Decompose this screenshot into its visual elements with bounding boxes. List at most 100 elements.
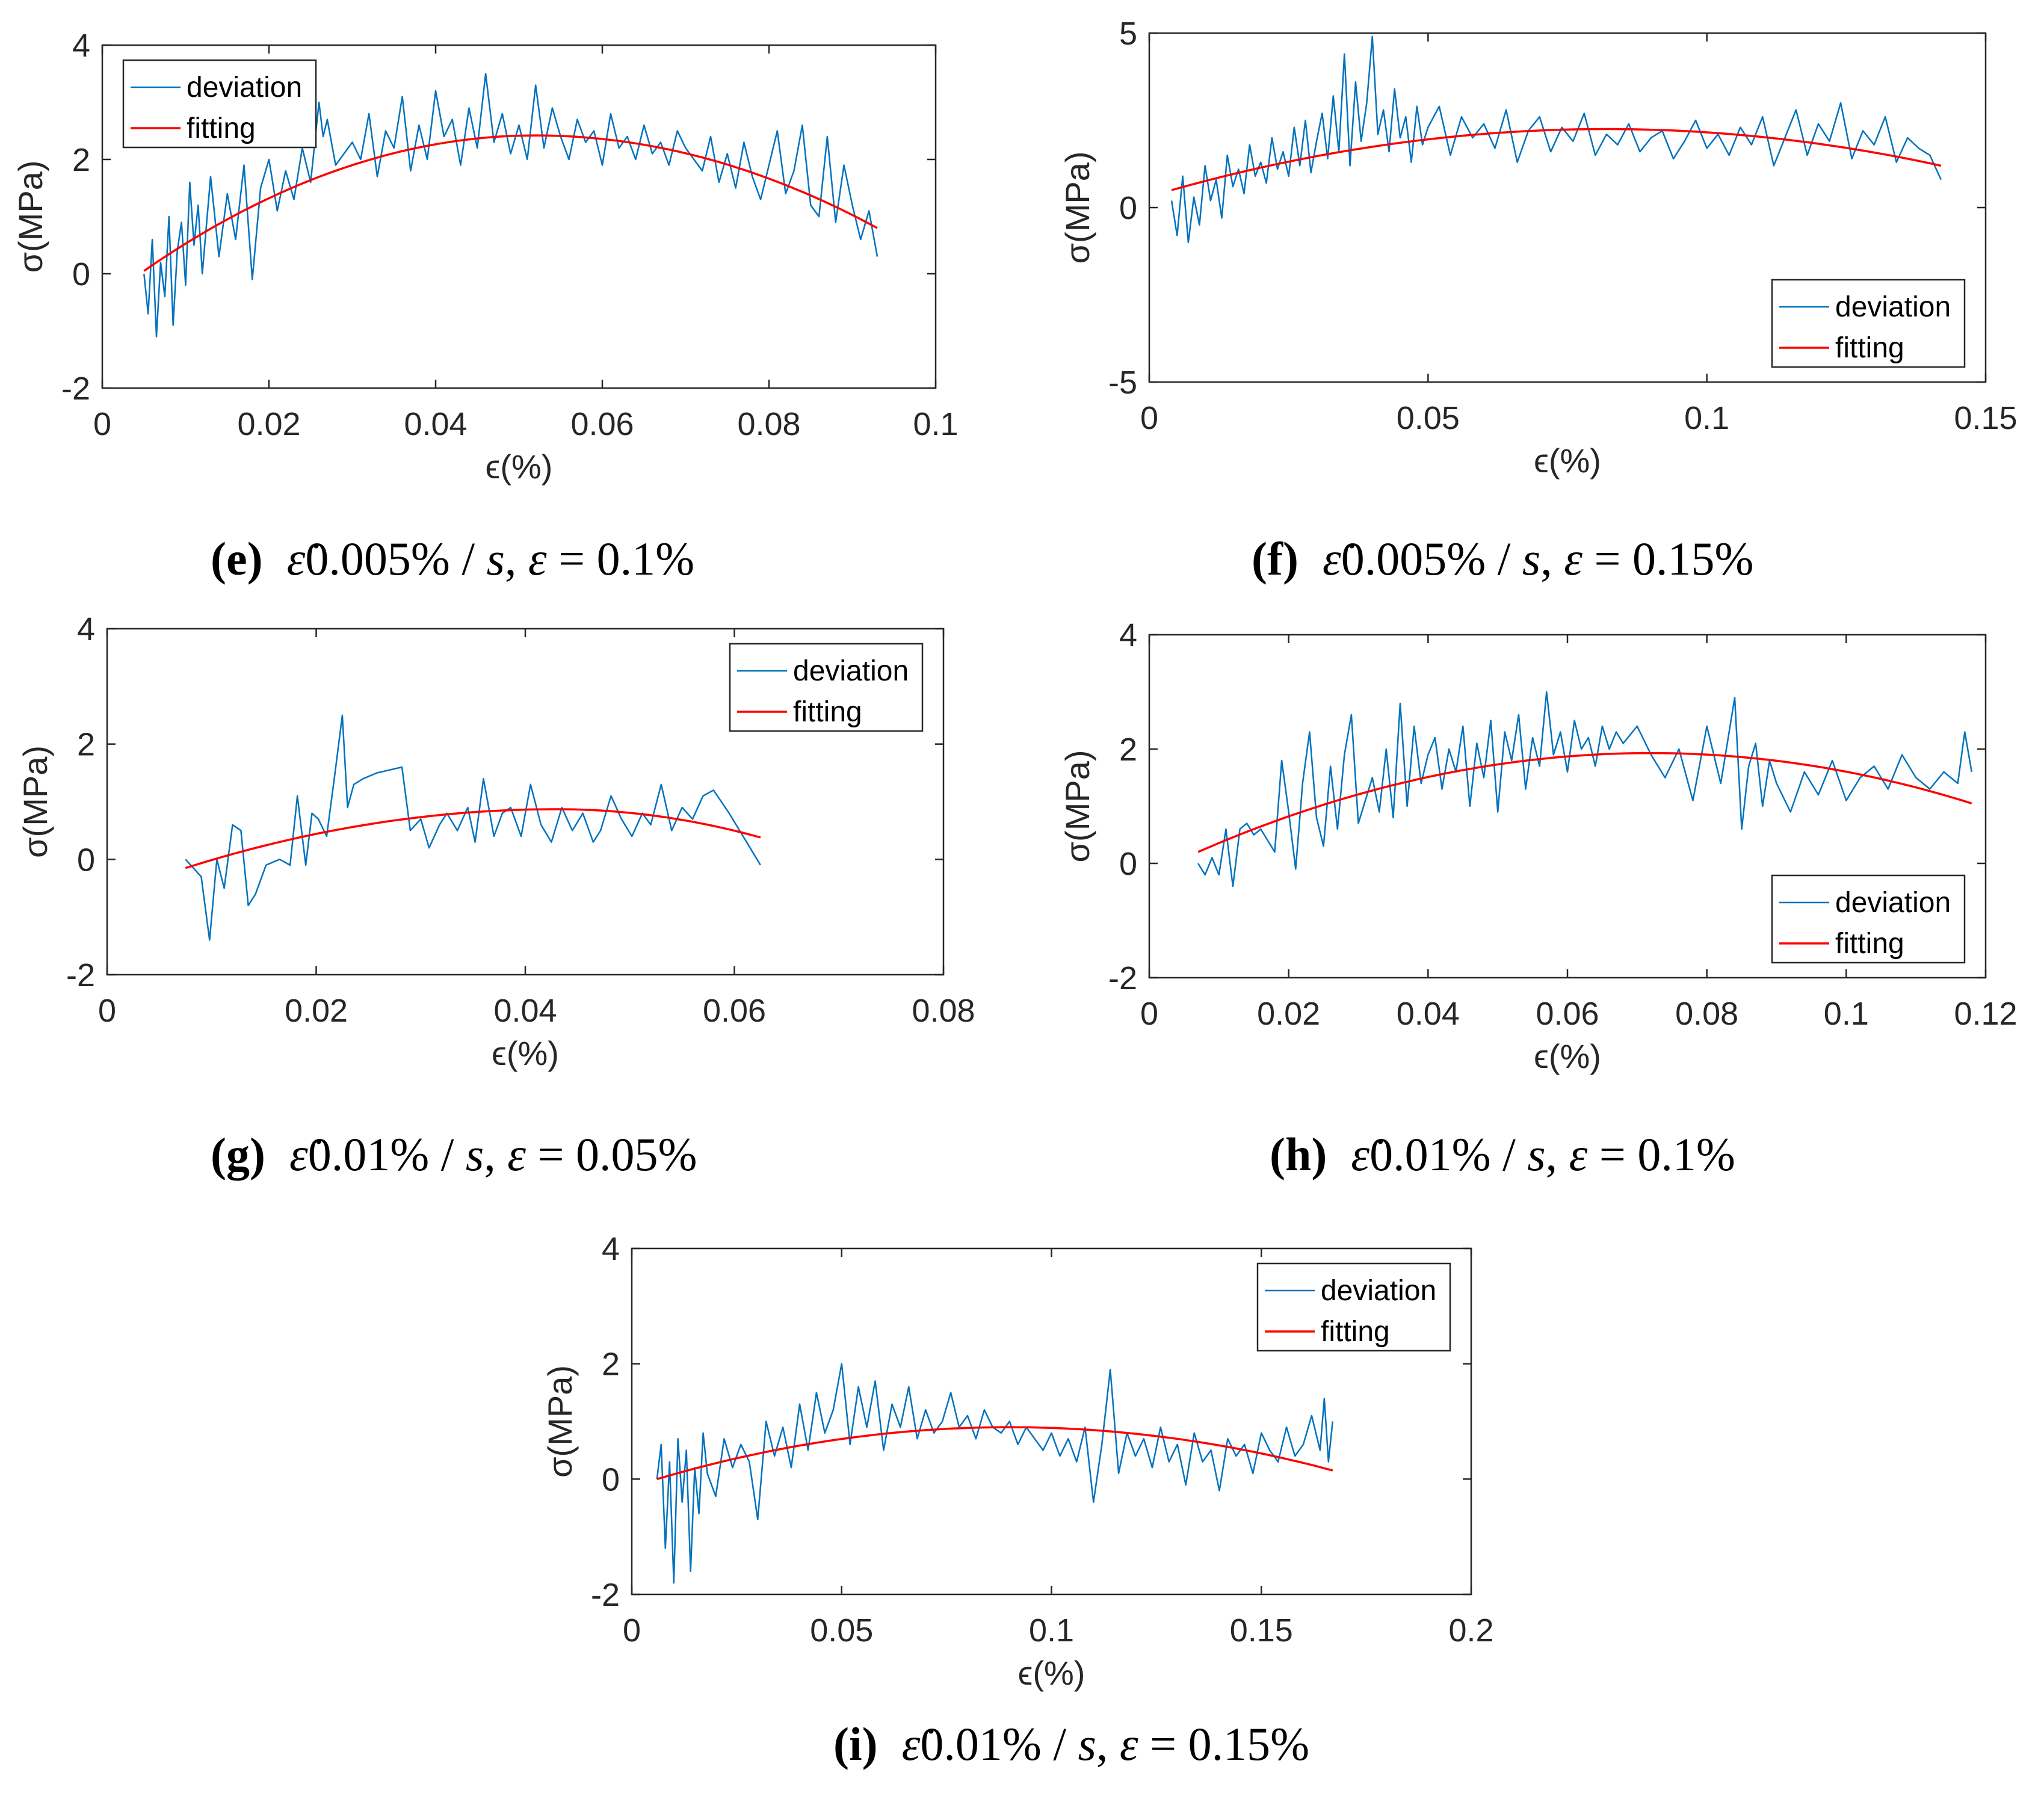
legend-label-fitting: fitting xyxy=(1835,332,1904,364)
fitting-series-line xyxy=(1171,128,1942,191)
x-tick-label: 0.08 xyxy=(1675,996,1738,1032)
legend-label-fitting: fitting xyxy=(1835,928,1904,960)
axes-frame xyxy=(101,44,937,389)
caption-letter: (i) xyxy=(833,1718,878,1770)
axes-frame xyxy=(1148,32,1987,383)
x-tick-label: 0.12 xyxy=(1954,996,2017,1032)
legend-label-deviation: deviation xyxy=(1321,1275,1436,1307)
y-axis-label: σ(MPa) xyxy=(16,745,54,858)
x-tick-label: 0.1 xyxy=(1824,996,1869,1032)
y-tick-label: -2 xyxy=(61,371,90,407)
x-tick-label: 0.08 xyxy=(737,406,800,442)
caption-s: s xyxy=(466,1128,484,1180)
plot-area xyxy=(1197,691,1973,887)
caption-letter: (e) xyxy=(211,532,263,585)
y-tick-label: 2 xyxy=(602,1347,620,1383)
caption-rate: 0.01% xyxy=(1369,1128,1490,1180)
legend-label-fitting: fitting xyxy=(1321,1316,1390,1348)
caption-rate: 0.01% xyxy=(920,1718,1041,1770)
caption-comma: , xyxy=(505,532,528,585)
x-tick-label: 0 xyxy=(1140,400,1158,436)
x-axis-label: ϵ(%) xyxy=(1534,1037,1601,1075)
caption-strain: 0.1% xyxy=(1637,1128,1735,1180)
x-tick-label: 0.04 xyxy=(1397,996,1460,1032)
x-tick-label: 0.04 xyxy=(404,406,467,442)
caption-equals: = xyxy=(526,1128,576,1180)
caption-strain: 0.15% xyxy=(1188,1718,1309,1770)
caption-rate: 0.01% xyxy=(308,1128,429,1180)
y-tick-label: 2 xyxy=(77,727,95,763)
caption-equals: = xyxy=(547,532,597,585)
caption-slash: / xyxy=(450,532,487,585)
caption-slash: / xyxy=(429,1128,466,1180)
legend-label-fitting: fitting xyxy=(793,696,862,728)
legend-label-deviation: deviation xyxy=(793,655,909,687)
deviation-series-line xyxy=(143,73,878,338)
x-tick-label: 0.05 xyxy=(810,1612,873,1649)
y-tick-label: -5 xyxy=(1108,365,1137,401)
caption-strain-symbol: ε xyxy=(1120,1718,1138,1770)
y-tick-label: 4 xyxy=(602,1231,620,1267)
caption-strain: 0.05% xyxy=(576,1128,697,1180)
x-tick-label: 0.15 xyxy=(1230,1612,1293,1649)
chart-g: 0 0.02 0.04 0.06 0.08-2024ϵ(%)σ(MPa)deviatio… xyxy=(16,611,975,1180)
axes-frame xyxy=(1148,634,1987,979)
caption-letter: (g) xyxy=(211,1128,265,1180)
legend: deviation fitting xyxy=(122,59,317,149)
plot-area xyxy=(143,73,878,338)
caption-comma: , xyxy=(484,1128,507,1180)
chart-i: 0 0.05 0.1 0.15 0.2-2024ϵ(%)σ(MPa)deviationf… xyxy=(541,1231,1494,1770)
caption-strain: 0.1% xyxy=(597,532,694,585)
caption-f: (f) ε̇0.005% / s, ε = 0.15% xyxy=(1252,532,1753,585)
y-tick-label: 4 xyxy=(72,28,90,64)
fitting-series-line xyxy=(656,1426,1333,1480)
deviation-series-line xyxy=(1197,691,1973,887)
legend-box xyxy=(1771,279,1966,368)
caption-s: s xyxy=(1527,1128,1545,1180)
x-tick-label: 0.05 xyxy=(1397,400,1460,436)
x-tick-label: 0.1 xyxy=(913,406,958,442)
caption-comma: , xyxy=(1546,1128,1569,1180)
axes-frame xyxy=(631,1247,1472,1596)
y-tick-label: 0 xyxy=(1119,190,1137,226)
legend-box xyxy=(729,643,924,732)
x-tick-label: 0.08 xyxy=(912,993,975,1029)
x-tick-label: 0.06 xyxy=(703,993,766,1029)
caption-slash: / xyxy=(1491,1128,1528,1180)
caption-strain-symbol: ε xyxy=(1569,1128,1588,1180)
x-tick-label: 0.06 xyxy=(1536,996,1599,1032)
deviation-series-line xyxy=(1170,35,1942,244)
y-axis-label: σ(MPa) xyxy=(11,160,49,273)
y-tick-label: 0 xyxy=(602,1461,620,1498)
deviation-series-line xyxy=(656,1363,1334,1584)
y-tick-label: 4 xyxy=(77,611,95,647)
caption-equals: = xyxy=(1138,1718,1188,1770)
caption-comma: , xyxy=(1540,532,1564,585)
x-tick-label: 0.02 xyxy=(237,406,300,442)
legend-label-deviation: deviation xyxy=(1835,291,1951,323)
caption-strain-symbol: ε xyxy=(1564,532,1582,585)
caption-h: (h) ε̇0.01% / s, ε = 0.1% xyxy=(1270,1128,1735,1180)
y-axis-label: σ(MPa) xyxy=(1058,750,1096,862)
y-tick-label: 2 xyxy=(1119,732,1137,768)
caption-letter: (f) xyxy=(1252,532,1298,585)
deviation-series-line xyxy=(185,714,761,941)
legend-label-deviation: deviation xyxy=(187,72,302,103)
legend: deviation fitting xyxy=(1771,874,1966,964)
caption-s: s xyxy=(486,532,504,585)
x-tick-label: 0.04 xyxy=(493,993,557,1029)
x-tick-label: 0 xyxy=(1140,996,1158,1032)
y-tick-label: 2 xyxy=(72,142,90,178)
plot-area xyxy=(656,1363,1334,1584)
fitting-series-line xyxy=(143,134,878,272)
x-tick-label: 0.02 xyxy=(1257,996,1320,1032)
legend-box xyxy=(122,59,317,149)
x-axis-label: ϵ(%) xyxy=(1534,442,1601,480)
y-tick-label: 4 xyxy=(1119,617,1137,653)
legend-box xyxy=(1256,1262,1451,1352)
y-tick-label: 0 xyxy=(72,256,90,292)
legend: deviation fitting xyxy=(729,643,924,732)
x-tick-label: 0.15 xyxy=(1954,400,2017,436)
chart-h: 0 0.02 0.04 0.06 0.08 0.1 0.12-2024ϵ(%)σ(MPa)d… xyxy=(1058,617,2018,1180)
